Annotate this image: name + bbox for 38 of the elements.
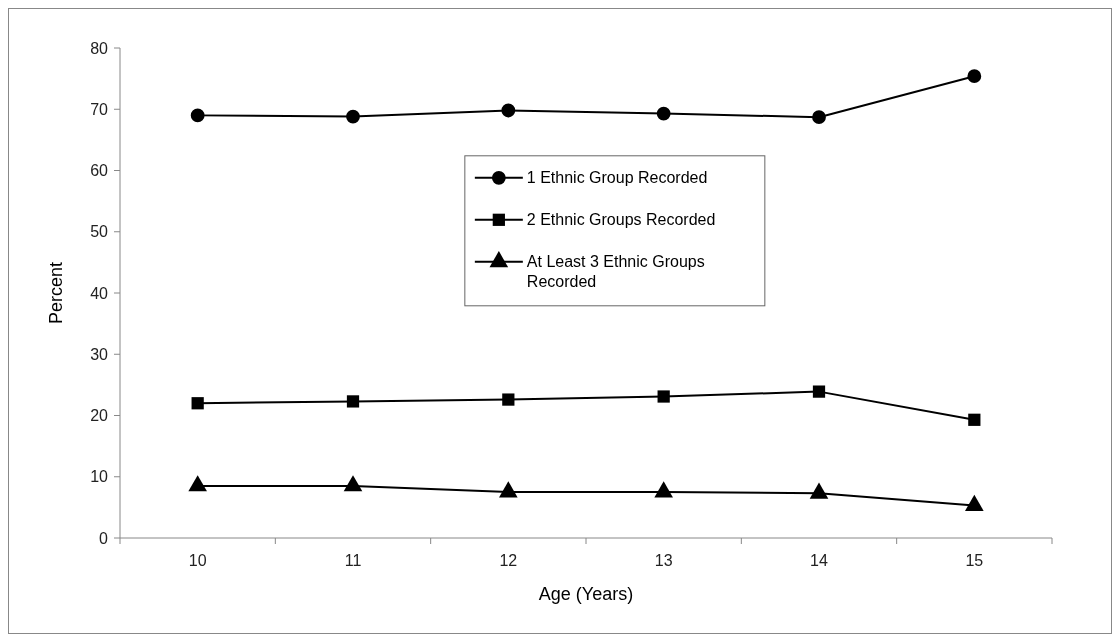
point xyxy=(968,413,981,426)
y-tick-label: 0 xyxy=(99,529,109,547)
point xyxy=(657,390,670,403)
y-tick-label: 40 xyxy=(90,284,109,302)
y-tick-label: 10 xyxy=(90,468,109,486)
point xyxy=(502,393,515,406)
point xyxy=(346,395,360,408)
legend-label: At Least 3 Ethnic Groups Recorded xyxy=(526,253,705,291)
legend-label: 2 Ethnic Groups Recorded xyxy=(526,211,716,229)
point xyxy=(188,475,207,492)
y-tick-label: 80 xyxy=(90,39,109,57)
x-tick-label: 14 xyxy=(810,552,828,569)
y-tick-label: 60 xyxy=(90,162,109,180)
x-tick-label: 11 xyxy=(344,552,362,569)
legend-label: 1 Ethnic Group Recorded xyxy=(526,169,708,187)
x-tick-label: 10 xyxy=(188,552,207,569)
point xyxy=(965,494,984,511)
x-axis-title: Age (Years) xyxy=(538,584,634,604)
point xyxy=(812,110,826,125)
point xyxy=(346,109,360,124)
x-tick-label: 12 xyxy=(499,552,518,569)
point xyxy=(501,103,516,118)
point xyxy=(654,481,673,498)
y-tick-label: 30 xyxy=(90,345,109,363)
y-tick-label: 50 xyxy=(90,223,109,241)
point xyxy=(343,475,363,492)
point xyxy=(190,108,205,123)
y-tick-label: 20 xyxy=(90,407,109,425)
point xyxy=(967,69,982,84)
point xyxy=(191,397,204,410)
point xyxy=(499,481,518,498)
point xyxy=(809,482,829,499)
y-tick-label: 70 xyxy=(90,100,109,118)
x-tick-label: 13 xyxy=(654,552,673,569)
point xyxy=(812,385,826,398)
point xyxy=(656,106,671,121)
y-axis-title: Percent xyxy=(46,261,66,325)
x-tick-label: 15 xyxy=(965,552,984,569)
